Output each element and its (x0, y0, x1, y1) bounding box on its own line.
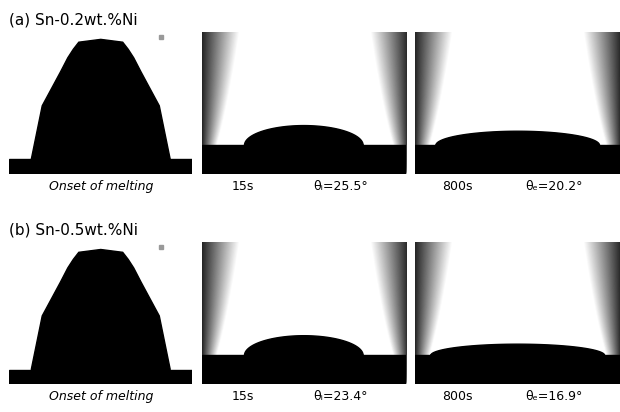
Polygon shape (31, 250, 171, 370)
Polygon shape (31, 40, 171, 159)
Text: 800s: 800s (441, 390, 472, 403)
Polygon shape (415, 145, 620, 173)
Polygon shape (9, 159, 192, 173)
Polygon shape (202, 356, 406, 384)
Text: (a) Sn-0.2wt.%Ni: (a) Sn-0.2wt.%Ni (9, 12, 138, 28)
Text: 15s: 15s (232, 390, 254, 403)
Polygon shape (431, 344, 604, 356)
Text: θₑ=20.2°: θₑ=20.2° (525, 180, 583, 193)
Text: θᵢ=25.5°: θᵢ=25.5° (313, 180, 368, 193)
Text: θₑ=16.9°: θₑ=16.9° (526, 390, 583, 403)
Text: 15s: 15s (232, 180, 254, 193)
Text: 800s: 800s (441, 180, 472, 193)
Text: Onset of melting: Onset of melting (48, 180, 153, 193)
Polygon shape (202, 145, 406, 173)
Polygon shape (244, 336, 363, 356)
Text: Onset of melting: Onset of melting (48, 390, 153, 403)
Polygon shape (436, 131, 600, 145)
Polygon shape (244, 126, 363, 145)
Polygon shape (415, 356, 620, 384)
Text: θᵢ=23.4°: θᵢ=23.4° (313, 390, 368, 403)
Text: (b) Sn-0.5wt.%Ni: (b) Sn-0.5wt.%Ni (9, 222, 138, 238)
Polygon shape (9, 370, 192, 384)
